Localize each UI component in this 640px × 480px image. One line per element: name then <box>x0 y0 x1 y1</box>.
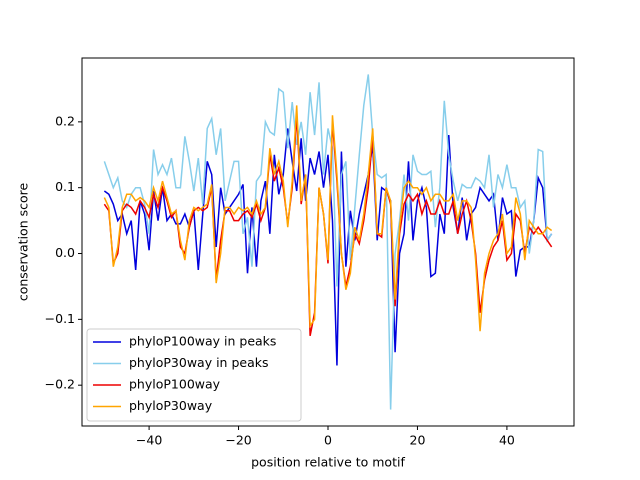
y-tick-label: 0.1 <box>55 179 75 194</box>
legend-label: phyloP30way in peaks <box>129 355 268 370</box>
y-tick-label: −0.1 <box>45 311 75 326</box>
x-tick-label: 40 <box>499 433 515 448</box>
x-axis-label: position relative to motif <box>251 455 405 470</box>
legend-label: phyloP100way in peaks <box>129 334 276 349</box>
y-tick-label: 0.0 <box>55 245 75 260</box>
legend-label: phyloP30way <box>129 398 213 413</box>
x-tick-label: 0 <box>324 433 332 448</box>
legend-box <box>86 328 302 422</box>
series-line <box>103 128 553 366</box>
y-tick-label: −0.2 <box>45 377 75 392</box>
series-line <box>103 74 553 410</box>
y-tick-label: 0.2 <box>55 113 75 128</box>
x-tick-label: 20 <box>410 433 426 448</box>
x-tick-label: −20 <box>225 433 251 448</box>
y-axis-label: conservation score <box>16 183 31 302</box>
legend-label: phyloP100way <box>129 377 221 392</box>
x-tick-label: −40 <box>136 433 162 448</box>
series-line <box>103 105 553 332</box>
plot-frame <box>81 57 575 427</box>
